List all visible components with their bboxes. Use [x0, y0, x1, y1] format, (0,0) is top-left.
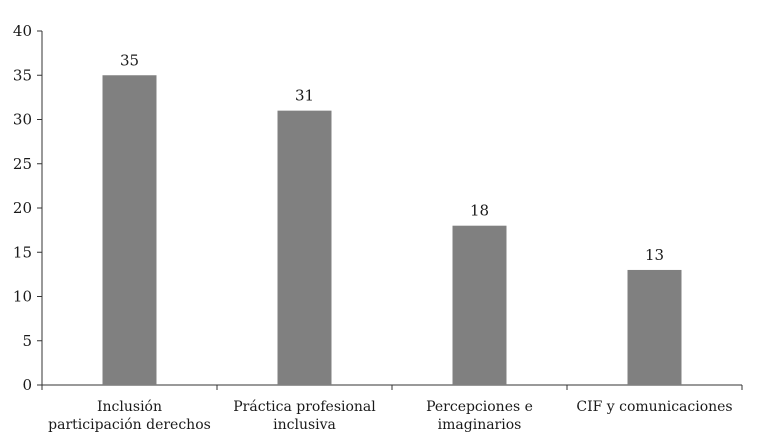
bar	[627, 269, 682, 385]
y-tick-label: 15	[13, 243, 32, 261]
category-label: Inclusión	[97, 399, 162, 415]
bars	[102, 75, 682, 386]
category-label: Percepciones e	[426, 399, 533, 415]
data-labels: 35 31 18 13	[120, 51, 664, 264]
data-label: 13	[645, 246, 664, 264]
category-label: participación derechos	[48, 417, 211, 433]
y-tick-label: 35	[13, 66, 32, 84]
y-axis: 0 5 10 15 20 25 30 35 40	[13, 22, 43, 394]
data-label: 18	[470, 202, 489, 220]
category-label: Práctica profesional	[233, 399, 376, 415]
bar	[452, 225, 507, 385]
y-tick-label: 40	[13, 22, 32, 40]
y-tick-label: 30	[13, 111, 32, 129]
category-labels: Inclusión participación derechos Práctica …	[48, 399, 732, 433]
y-tick-label: 25	[13, 155, 32, 173]
y-tick-label: 10	[13, 288, 32, 306]
x-axis	[41, 384, 743, 390]
y-tick-label: 5	[22, 332, 32, 350]
data-label: 31	[295, 87, 314, 105]
bar	[102, 75, 157, 385]
category-label: inclusiva	[273, 417, 336, 433]
y-tick-label: 0	[22, 376, 32, 394]
category-label: imaginarios	[438, 417, 522, 433]
data-label: 35	[120, 51, 139, 69]
category-label: CIF y comunicaciones	[576, 399, 732, 415]
y-tick-label: 20	[13, 199, 32, 217]
bar	[277, 110, 332, 386]
